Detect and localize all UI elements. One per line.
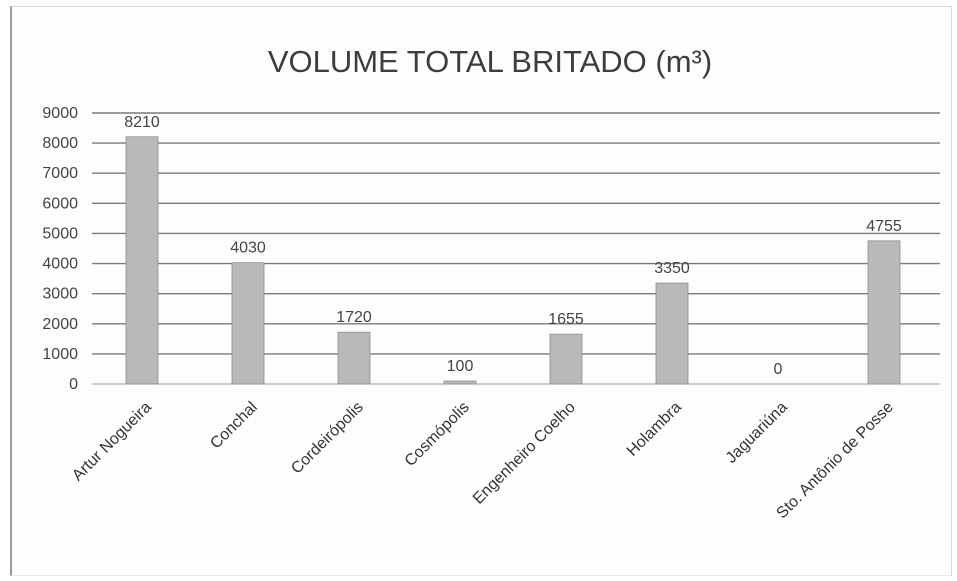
x-category-label: Conchal — [207, 399, 261, 453]
data-labels: 8210 4030 1720 100 1655 3350 0 4755 — [124, 114, 902, 378]
y-tick-label: 8000 — [42, 135, 78, 152]
y-tick-label: 3000 — [42, 286, 78, 303]
bar — [337, 331, 371, 385]
x-category-label: Jaguariúna — [723, 399, 791, 467]
y-tick-label: 1000 — [42, 346, 78, 363]
y-tick-label: 7000 — [42, 165, 78, 182]
bar — [549, 333, 583, 385]
bar — [443, 380, 477, 385]
y-tick-label: 0 — [69, 376, 78, 393]
data-label: 8210 — [124, 114, 160, 131]
data-label: 0 — [774, 361, 783, 378]
data-label: 4755 — [866, 218, 902, 235]
y-tick-label: 5000 — [42, 225, 78, 242]
y-tick-label: 9000 — [42, 105, 78, 122]
bar — [125, 136, 159, 385]
x-axis-category-labels: Artur Nogueira Conchal Cordeirópolis Cosmóp… — [69, 399, 897, 522]
y-axis-tick-labels: 0 1000 2000 3000 4000 5000 6000 7000 8000 9000 — [42, 105, 78, 393]
chart-frame — [10, 6, 952, 576]
bars — [125, 136, 901, 385]
y-tick-label: 6000 — [42, 195, 78, 212]
x-category-label: Cordeirópolis — [288, 399, 367, 478]
bar — [231, 262, 265, 385]
data-label: 3350 — [654, 260, 690, 277]
x-category-label: Cosmópolis — [402, 399, 473, 470]
x-category-label: Holambra — [624, 399, 685, 460]
gridlines — [92, 112, 940, 385]
data-label: 4030 — [230, 240, 266, 257]
chart-title: VOLUME TOTAL BRITADO (m³) — [268, 44, 712, 79]
x-category-label: Artur Nogueira — [69, 399, 155, 485]
data-label: 1655 — [548, 311, 584, 328]
y-tick-label: 2000 — [42, 316, 78, 333]
y-tick-label: 4000 — [42, 256, 78, 273]
x-category-label: Engenheiro Coelho — [470, 399, 579, 508]
bar — [655, 282, 689, 385]
x-category-label: Sto. Antônio de Posse — [773, 399, 896, 522]
bar — [867, 240, 901, 385]
data-label: 1720 — [336, 309, 372, 326]
data-label: 100 — [447, 358, 474, 375]
